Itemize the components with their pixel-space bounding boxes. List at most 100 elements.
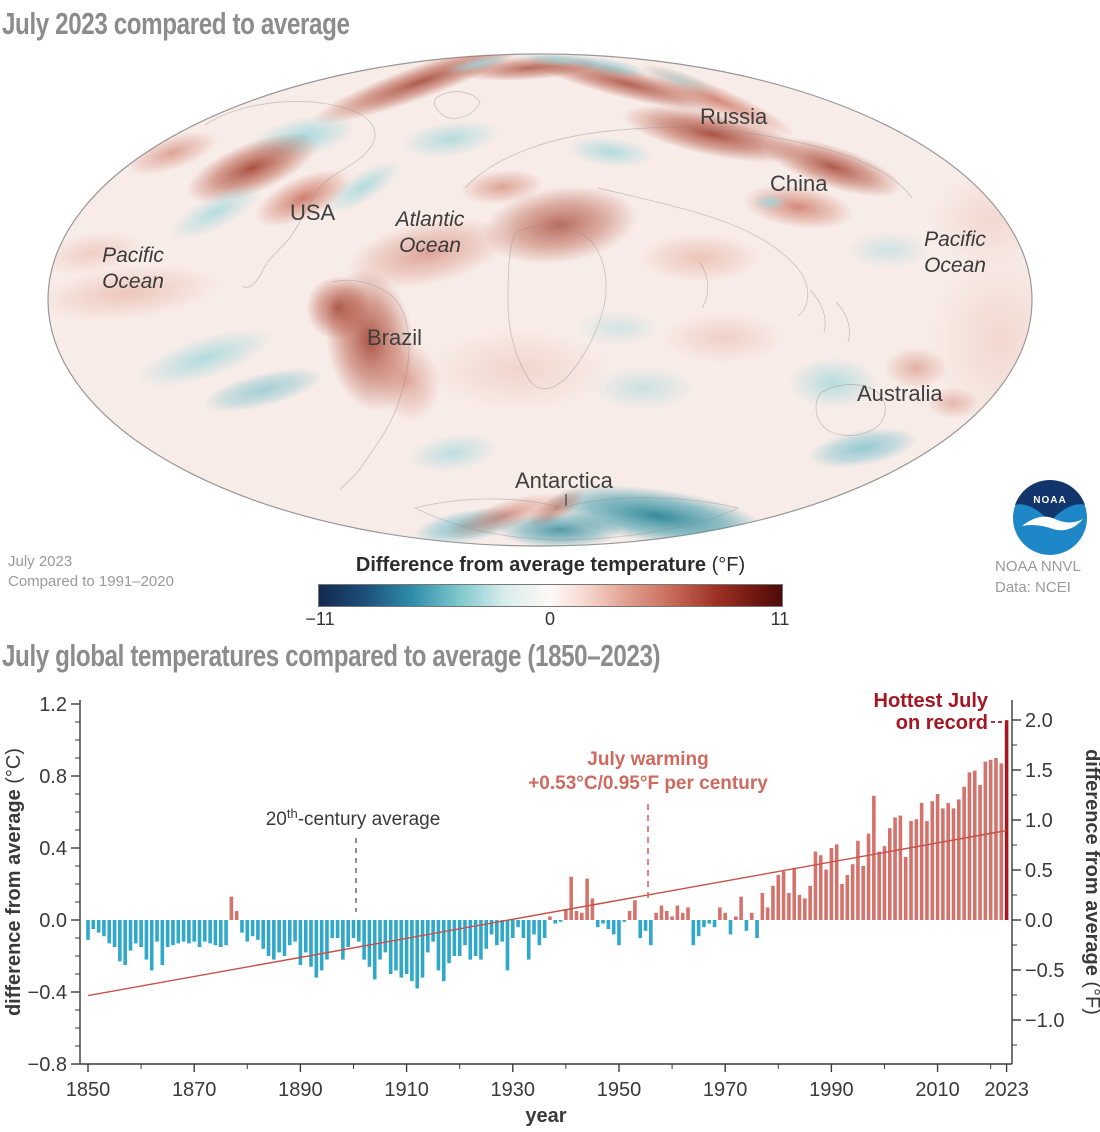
bar-1855 bbox=[112, 920, 117, 947]
x-tick-1870: 1870 bbox=[172, 1079, 217, 1101]
map-label-antarctica: Antarctica bbox=[515, 468, 614, 493]
bar-1877 bbox=[229, 896, 234, 920]
bar-1858 bbox=[128, 920, 133, 951]
bar-1942 bbox=[574, 911, 579, 920]
bar-1931 bbox=[516, 920, 520, 928]
bar-1889 bbox=[293, 920, 297, 942]
bar-1989 bbox=[824, 869, 828, 920]
map-label-usa: USA bbox=[290, 200, 336, 225]
bar-1878 bbox=[234, 911, 239, 920]
trend-line bbox=[87, 829, 1007, 997]
left-tick-5: −0.8 bbox=[28, 1054, 67, 1076]
annotation-hottest-2: on record bbox=[896, 712, 988, 734]
left-tick-3: 0.0 bbox=[39, 910, 67, 932]
bar-1933 bbox=[526, 920, 531, 960]
bar-2015 bbox=[962, 786, 966, 920]
colorbar-tick-labels: −11 0 11 bbox=[305, 609, 789, 631]
bar-1998 bbox=[872, 795, 876, 920]
bar-1883 bbox=[261, 920, 266, 949]
map-label-atlantic-1: Atlantic bbox=[394, 208, 465, 231]
map-label-pacific-left-2: Ocean bbox=[102, 270, 164, 293]
bar-1857 bbox=[123, 920, 127, 965]
bar-1890 bbox=[298, 920, 303, 965]
bar-2023 bbox=[1004, 720, 1009, 920]
bar-1881 bbox=[250, 920, 255, 937]
bar-1960 bbox=[670, 916, 674, 920]
bar-1872 bbox=[203, 920, 207, 942]
bar-1888 bbox=[287, 920, 292, 946]
bar-1924 bbox=[479, 920, 483, 960]
bar-2010 bbox=[935, 794, 940, 920]
left-tick-1: 0.8 bbox=[39, 766, 67, 788]
bar-1925 bbox=[484, 920, 489, 949]
bar-1977 bbox=[760, 893, 765, 920]
map-label-brazil: Brazil bbox=[367, 325, 422, 350]
bar-1943 bbox=[580, 912, 584, 920]
bar-1898 bbox=[341, 920, 345, 960]
map-label-china: China bbox=[770, 171, 828, 196]
left-tick-2: 0.4 bbox=[39, 838, 67, 860]
bar-2001 bbox=[887, 828, 892, 920]
bar-1860 bbox=[139, 920, 143, 947]
bar-1952 bbox=[627, 911, 632, 920]
bar-1851 bbox=[91, 920, 96, 929]
axes-layer bbox=[79, 700, 1013, 1065]
x-axis-label: year bbox=[525, 1105, 566, 1127]
bar-1905 bbox=[378, 920, 382, 960]
bar-1947 bbox=[601, 920, 605, 924]
anomaly-map: USA Russia China Brazil Australia Antarc… bbox=[47, 53, 1033, 547]
map-label-pacific-right-1: Pacific bbox=[924, 228, 986, 251]
bar-1880 bbox=[245, 920, 250, 942]
colorbar-gradient bbox=[318, 584, 783, 607]
colorbar-title: Difference from average temperature (°F) bbox=[355, 554, 746, 576]
bar-1966 bbox=[702, 920, 706, 928]
bar-1974 bbox=[744, 920, 749, 931]
bar-1892 bbox=[309, 920, 313, 967]
bar-1912 bbox=[415, 920, 420, 989]
noaa-logo-fan bbox=[1015, 480, 1085, 522]
bar-1983 bbox=[792, 867, 797, 920]
bar-1945 bbox=[590, 898, 595, 920]
bar-1978 bbox=[765, 907, 770, 920]
bar-1958 bbox=[659, 905, 664, 920]
bar-1923 bbox=[473, 920, 478, 956]
bars-layer bbox=[86, 720, 1009, 989]
bar-1987 bbox=[813, 851, 818, 920]
bar-1861 bbox=[144, 920, 149, 960]
bar-2018 bbox=[978, 785, 982, 920]
colorbar-max: 11 bbox=[770, 609, 790, 629]
bar-1916 bbox=[436, 920, 441, 971]
bar-1907 bbox=[388, 920, 393, 974]
bar-2019 bbox=[983, 761, 988, 920]
bar-1922 bbox=[468, 920, 473, 960]
x-tick-1850: 1850 bbox=[66, 1079, 111, 1101]
x-tick-1930: 1930 bbox=[491, 1079, 536, 1101]
bar-1990 bbox=[829, 848, 834, 920]
bar-1879 bbox=[240, 920, 244, 933]
right-tick-4: 0.0 bbox=[1025, 910, 1053, 932]
bar-1970 bbox=[723, 912, 727, 920]
bar-1862 bbox=[149, 920, 154, 971]
annotation-warming-2: +0.53°C/0.95°F per century bbox=[528, 773, 768, 794]
bar-1948 bbox=[606, 920, 611, 929]
bar-1908 bbox=[394, 920, 398, 971]
bar-1963 bbox=[686, 907, 690, 920]
chart-title: July global temperatures compared to ave… bbox=[2, 638, 661, 673]
bar-1869 bbox=[187, 920, 191, 944]
noaa-logo-text: NOAA bbox=[1033, 495, 1066, 506]
annotation-warming-1: July warming bbox=[587, 749, 708, 770]
bar-1895 bbox=[325, 920, 329, 960]
bar-1994 bbox=[850, 864, 855, 920]
bar-1985 bbox=[803, 898, 807, 920]
bar-1939 bbox=[558, 920, 563, 922]
x-tick-1950: 1950 bbox=[597, 1079, 642, 1101]
bar-1973 bbox=[739, 896, 743, 920]
bar-1971 bbox=[728, 920, 733, 935]
bar-2002 bbox=[893, 817, 897, 920]
x-tick-1910: 1910 bbox=[384, 1079, 429, 1101]
bar-1863 bbox=[155, 920, 159, 942]
bar-1951 bbox=[622, 920, 627, 922]
bar-1899 bbox=[346, 920, 350, 947]
y-axis-label-right: difference from average (°F) bbox=[1081, 749, 1100, 1015]
